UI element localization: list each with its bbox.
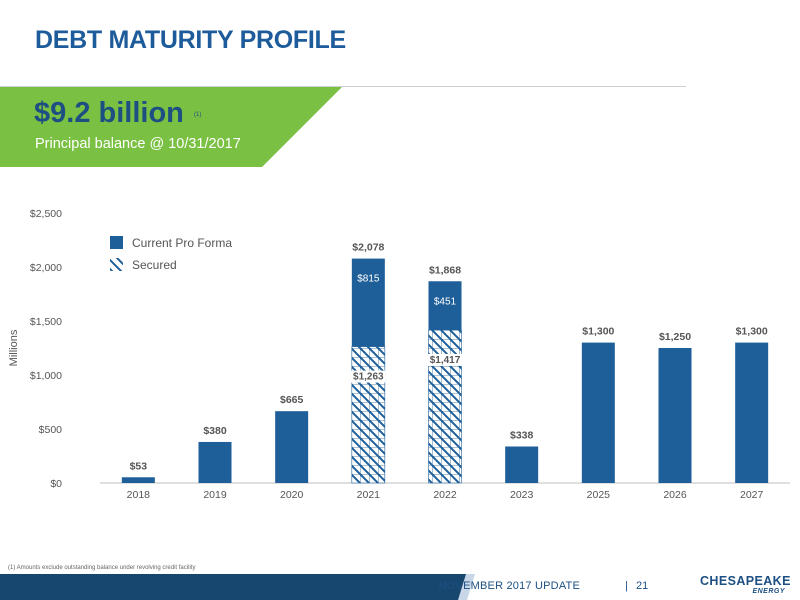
page-title: DEBT MATURITY PROFILE xyxy=(35,26,346,54)
bar-current-2026 xyxy=(658,348,692,483)
legend-label: Current Pro Forma xyxy=(132,236,232,250)
title-divider xyxy=(0,86,686,87)
page-number: 21 xyxy=(636,580,649,592)
x-tick-label: 2020 xyxy=(280,489,304,501)
footnote: (1) Amounts exclude outstanding balance … xyxy=(8,565,196,571)
bar-current-2025 xyxy=(581,342,615,483)
x-tick-label: 2025 xyxy=(587,489,611,501)
total-label-2018: $53 xyxy=(130,460,148,472)
current-label-2022: $451 xyxy=(434,296,457,307)
x-tick-label: 2022 xyxy=(433,489,457,501)
x-axis: 2018 2019 2020 2021 2022 2023 2025 2026 2027 xyxy=(100,482,790,501)
bar-current-2020 xyxy=(275,411,309,483)
secured-label-bg xyxy=(351,370,386,383)
bar-current-2023 xyxy=(505,446,539,483)
legend-swatch-secured xyxy=(110,258,123,271)
headline-banner xyxy=(0,87,342,167)
company-logo: CHESAPEAKE ENERGY xyxy=(693,572,793,598)
logo-subtext: ENERGY xyxy=(752,588,785,595)
y-tick-label: $2,000 xyxy=(30,262,62,274)
x-tick-label: 2023 xyxy=(510,489,534,501)
headline-footnote-ref: (1) xyxy=(194,112,202,118)
current-label-2021: $815 xyxy=(357,274,380,285)
x-tick-label: 2021 xyxy=(357,489,381,501)
x-tick-label: 2026 xyxy=(663,489,687,501)
bar-current-2019 xyxy=(198,441,232,483)
bar-current-2022 xyxy=(428,281,462,330)
total-label-2025: $1,300 xyxy=(582,326,614,338)
bar-current-2018 xyxy=(121,477,155,483)
footer-bar xyxy=(0,574,800,600)
total-label-2019: $380 xyxy=(203,425,227,437)
bars: $53 $380 $665 $2,078 $1,263 $815 $1,868 $1,417 $… xyxy=(121,242,769,484)
y-tick-label: $0 xyxy=(50,478,62,490)
legend-swatch-current xyxy=(110,236,123,249)
logo-text: CHESAPEAKE xyxy=(700,574,791,588)
y-tick-label: $1,000 xyxy=(30,370,62,382)
headline-value: $9.2 billion xyxy=(34,97,184,129)
total-label-2026: $1,250 xyxy=(659,331,691,343)
x-tick-label: 2019 xyxy=(203,489,227,501)
secured-label-2021: $1,263 xyxy=(353,372,384,383)
x-tick-label: 2018 xyxy=(127,489,151,501)
debt-maturity-chart: $0$500$1,000$1,500$2,000$2,500 2018 2019 2… xyxy=(8,208,790,501)
footer-separator: | xyxy=(625,580,628,592)
y-tick-label: $500 xyxy=(39,424,63,436)
total-label-2027: $1,300 xyxy=(736,326,768,338)
secured-label-2022: $1,417 xyxy=(430,355,461,366)
total-label-2023: $338 xyxy=(510,429,534,441)
legend-label: Secured xyxy=(132,258,177,272)
headline-subtitle: Principal balance @ 10/31/2017 xyxy=(35,136,241,152)
y-axis-label: Millions xyxy=(8,329,20,366)
legend: Current Pro Forma Secured xyxy=(110,236,232,272)
secured-label-bg xyxy=(428,353,462,366)
y-tick-label: $1,500 xyxy=(30,316,62,328)
bar-current-2021 xyxy=(351,258,385,347)
y-axis: $0 $500 $1,000 $1,500 $2,000 $2,500 xyxy=(30,208,62,490)
total-label-2022: $1,868 xyxy=(429,264,461,276)
footer-update-label: NOVEMBER 2017 UPDATE xyxy=(438,580,580,592)
total-label-2021: $2,078 xyxy=(352,242,384,254)
bar-current-2027 xyxy=(735,342,769,483)
y-tick-label: $2,500 xyxy=(30,208,62,220)
bar-secured-2022 xyxy=(428,329,462,484)
total-label-2020: $665 xyxy=(280,394,304,406)
x-tick-label: 2027 xyxy=(740,489,764,501)
banner-background xyxy=(0,87,342,167)
bar-secured-2021 xyxy=(351,346,386,484)
